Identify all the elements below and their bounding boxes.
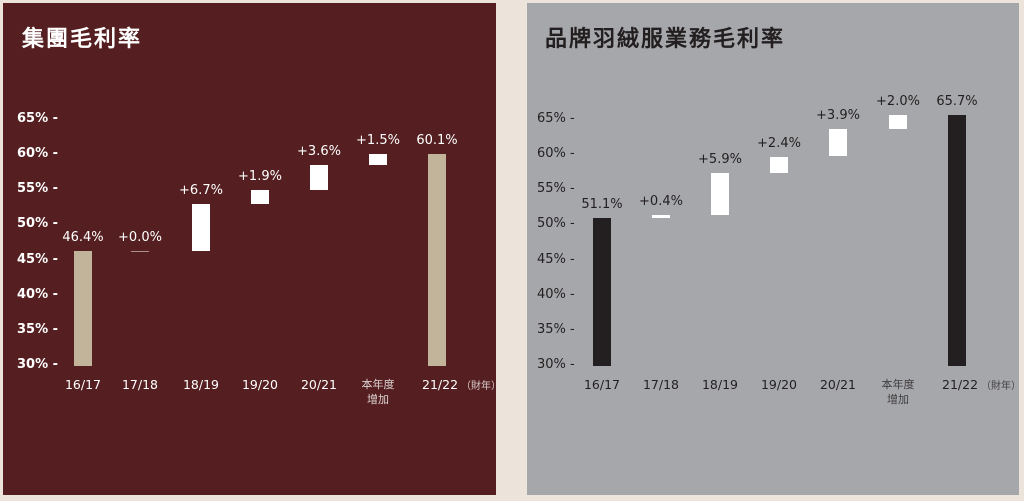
data-label: +3.6% xyxy=(297,143,341,159)
increment-bar xyxy=(829,129,847,157)
x-axis-label-line: 增加 xyxy=(367,393,389,406)
data-label: +2.4% xyxy=(757,135,801,151)
data-label: +2.0% xyxy=(876,94,920,110)
x-axis-label-text: 17/18 xyxy=(121,377,159,392)
y-axis-tick: 50% - xyxy=(537,216,575,232)
x-axis-label: 本年度 增加 xyxy=(343,377,413,407)
y-axis-tick: 55% - xyxy=(17,181,59,197)
y-axis-tick: 35% - xyxy=(17,321,59,337)
x-axis-label-text: 19/20 xyxy=(241,377,279,392)
y-axis-tick: 60% - xyxy=(17,146,59,162)
total-bar xyxy=(948,115,966,366)
x-axis-label: 21/22（財年） xyxy=(942,377,1019,394)
x-axis-label: 16/17 xyxy=(567,377,637,392)
x-axis-label-text: 18/19 xyxy=(701,377,739,392)
increment-bar xyxy=(192,203,210,251)
x-axis-label: 16/17 xyxy=(48,377,118,392)
data-label: +3.9% xyxy=(816,108,860,124)
data-label: 51.1% xyxy=(581,196,623,212)
y-axis-tick: 50% - xyxy=(17,216,59,232)
y-axis-tick: 30% - xyxy=(17,357,59,372)
y-axis-tick: 35% - xyxy=(537,321,575,337)
x-axis-label-text: 18/19 xyxy=(182,377,220,392)
x-axis-label: 18/19 xyxy=(685,377,755,392)
y-axis-tick: 65% - xyxy=(537,110,575,126)
total-bar xyxy=(428,154,446,366)
x-axis-label-text: 20/21 xyxy=(300,377,338,392)
x-axis-label: 17/18 xyxy=(626,377,696,392)
x-axis-label-text: 16/17 xyxy=(64,377,102,392)
increment-bar xyxy=(251,190,269,204)
data-label: 46.4% xyxy=(62,229,104,245)
increment-bar xyxy=(889,115,907,130)
x-axis-label-text: 20/21 xyxy=(819,377,857,392)
increment-bar xyxy=(770,156,788,174)
y-axis-tick: 45% - xyxy=(17,251,59,267)
x-axis-label-line: 增加 xyxy=(887,393,909,406)
x-axis-label: 18/19 xyxy=(166,377,236,392)
increment-bar xyxy=(131,250,149,252)
total-bar xyxy=(593,217,611,366)
y-axis-tick: 60% - xyxy=(537,146,575,162)
data-label: +6.7% xyxy=(179,182,223,198)
x-axis-label: 17/18 xyxy=(105,377,175,392)
waterfall-chart: 65% - 60% - 55% - 50% - 45% - 40% - 35% - 30% -… xyxy=(527,3,1019,495)
fiscal-year-suffix: （財年） xyxy=(981,381,1019,392)
y-axis-tick: 30% - xyxy=(537,357,575,372)
x-axis-label-line: 本年度 xyxy=(361,378,395,391)
total-bar xyxy=(74,250,92,366)
y-axis-tick: 40% - xyxy=(17,286,59,302)
y-axis-tick: 45% - xyxy=(537,251,575,267)
data-label: +1.5% xyxy=(356,133,400,149)
x-axis-label: 21/22（財年） xyxy=(422,377,496,394)
data-label: +0.0% xyxy=(118,229,162,245)
x-axis-label: 本年度 增加 xyxy=(863,377,933,407)
increment-bar xyxy=(369,154,387,165)
increment-bar xyxy=(652,214,670,218)
x-axis-label: 19/20 xyxy=(744,377,814,392)
x-axis-label-text: 19/20 xyxy=(760,377,798,392)
group-gross-margin-panel: 集團毛利率 65% - 60% - 55% - 50% - 45% - 40% - 35% … xyxy=(3,3,496,495)
chart-title: 集團毛利率 xyxy=(22,27,143,52)
y-axis-tick: 40% - xyxy=(537,286,575,302)
increment-bar xyxy=(711,173,729,215)
data-label: 65.7% xyxy=(936,94,978,110)
x-axis-label: 19/20 xyxy=(225,377,295,392)
data-label: +1.9% xyxy=(238,169,282,185)
increment-bar xyxy=(310,164,328,191)
x-axis-label-text: 17/18 xyxy=(642,377,680,392)
waterfall-chart: 65% - 60% - 55% - 50% - 45% - 40% - 35% - 30% -… xyxy=(3,3,496,495)
y-axis-tick: 55% - xyxy=(537,181,575,197)
data-label: 60.1% xyxy=(416,133,458,149)
x-axis-label-text: 21/22 xyxy=(422,377,459,392)
x-axis-label-text: 16/17 xyxy=(583,377,621,392)
x-axis-label-line: 本年度 xyxy=(881,378,915,391)
data-label: +5.9% xyxy=(698,152,742,168)
data-label: +0.4% xyxy=(639,193,683,209)
fiscal-year-suffix: （財年） xyxy=(461,381,496,392)
down-apparel-gross-margin-panel: 品牌羽絨服業務毛利率 65% - 60% - 55% - 50% - 45% - 40% … xyxy=(527,3,1019,495)
y-axis-tick: 65% - xyxy=(17,110,59,126)
x-axis-label: 20/21 xyxy=(284,377,354,392)
x-axis-label-text: 21/22 xyxy=(942,377,979,392)
chart-title: 品牌羽絨服業務毛利率 xyxy=(545,27,786,52)
x-axis-label: 20/21 xyxy=(803,377,873,392)
